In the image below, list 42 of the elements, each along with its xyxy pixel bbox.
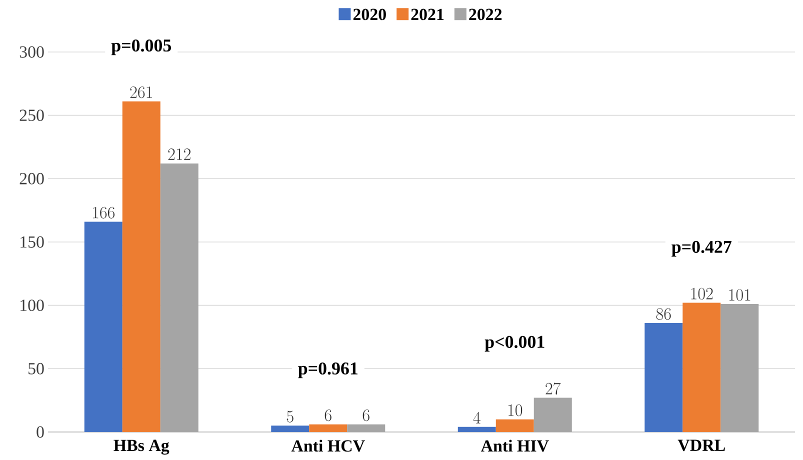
data-label: 86	[656, 308, 671, 320]
data-label: 6	[362, 409, 370, 422]
bar	[271, 426, 310, 432]
x-tick-label: HBs Ag	[114, 440, 170, 455]
y-tick-label: 50	[28, 362, 44, 374]
y-tick-label: 150	[20, 236, 44, 248]
data-label: 5	[286, 410, 294, 422]
y-tick-label: 300	[20, 46, 44, 58]
bar	[160, 163, 198, 432]
legend-label: 2020	[353, 8, 386, 20]
bar	[534, 398, 572, 432]
data-label: 261	[130, 86, 152, 98]
annotation: p=0.005	[111, 39, 171, 56]
bar	[644, 323, 683, 432]
data-label: 166	[93, 206, 115, 218]
y-tick-label: 100	[20, 300, 44, 312]
bar	[682, 302, 721, 432]
legend-label: 2022	[469, 8, 502, 20]
data-label: 212	[168, 148, 190, 160]
bar	[309, 424, 348, 432]
bar	[496, 419, 534, 432]
bar	[347, 424, 386, 432]
annotation: p<0.001	[484, 336, 544, 352]
annotation: p=0.427	[672, 240, 732, 257]
data-label: 4	[473, 412, 480, 424]
bar	[720, 304, 759, 432]
y-tick-label: 250	[20, 110, 44, 122]
y-tick-label: 200	[20, 172, 44, 184]
x-tick-label: VDRL	[678, 440, 725, 452]
data-label: 101	[729, 289, 750, 301]
legend-label: 2021	[411, 8, 444, 20]
data-label: 27	[546, 382, 561, 395]
data-label: 10	[508, 404, 522, 416]
data-label: 102	[691, 288, 713, 300]
x-tick-label: Anti HIV	[480, 440, 549, 452]
y-tick-label: 0	[36, 426, 44, 438]
x-tick-label: Anti HCV	[291, 440, 365, 452]
bar	[458, 426, 496, 432]
bar	[84, 222, 122, 432]
bar	[122, 101, 160, 432]
data-label: 6	[324, 409, 332, 422]
annotation: p=0.961	[298, 362, 358, 378]
